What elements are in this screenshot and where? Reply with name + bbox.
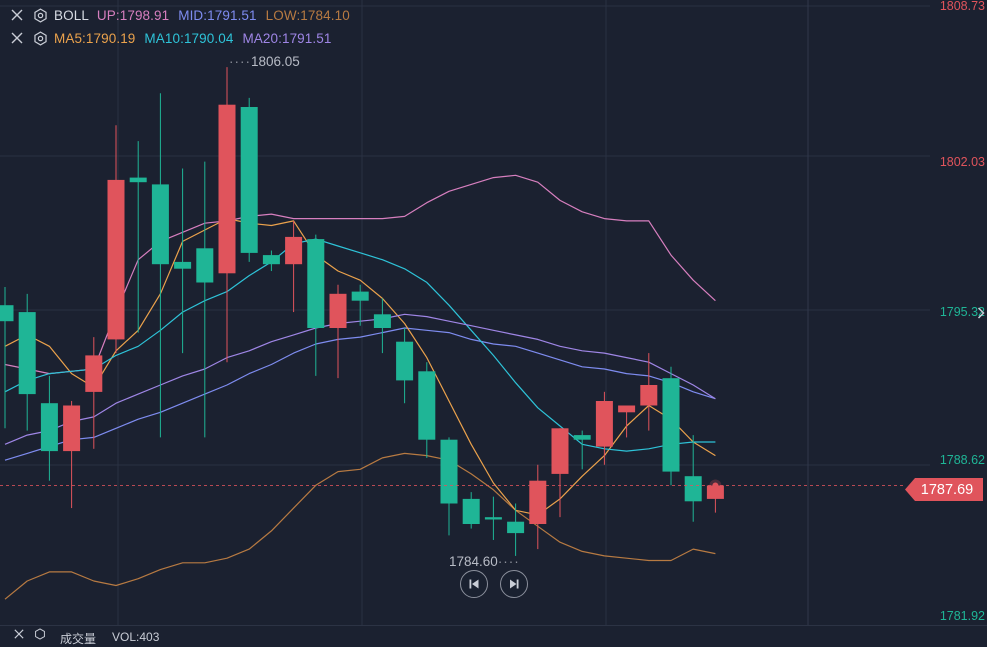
- candle-body: [484, 517, 502, 520]
- boll-indicator-name: BOLL: [54, 7, 89, 23]
- candle-body: [240, 107, 258, 253]
- candle-body: [684, 476, 702, 502]
- candle-body: [507, 521, 525, 534]
- candle-body: [85, 355, 103, 392]
- candle-body: [107, 179, 125, 340]
- candle-body: [129, 177, 147, 183]
- candle-body: [218, 104, 236, 274]
- candle-body: [662, 378, 680, 472]
- skip-back-icon: [468, 578, 480, 590]
- candle-body: [573, 435, 591, 440]
- settings-icon[interactable]: [34, 628, 46, 643]
- candle-body: [551, 428, 569, 474]
- series-line-mid: [4, 327, 716, 461]
- settings-icon[interactable]: [31, 6, 49, 24]
- candle-body: [307, 239, 325, 328]
- candle-body: [440, 439, 458, 504]
- candle-body: [18, 312, 36, 395]
- candle-body: [373, 314, 391, 328]
- series-line-ma5: [4, 218, 716, 516]
- candle-body: [618, 405, 636, 413]
- play-button[interactable]: [500, 570, 528, 598]
- volume-pane-header: 成交量 VOL:403: [0, 625, 987, 646]
- series-line-low: [4, 452, 716, 600]
- candle-body: [63, 405, 81, 452]
- close-icon[interactable]: [8, 29, 26, 47]
- candle-body: [329, 293, 347, 328]
- boll-mid-value: MID:1791.51: [178, 7, 257, 23]
- candle-body: [462, 498, 480, 524]
- series-line-ma10: [4, 238, 716, 452]
- current-price-tag: 1787.69: [905, 478, 983, 501]
- candle-body: [351, 291, 369, 301]
- volume-value: VOL:403: [112, 630, 160, 644]
- chevron-right-icon[interactable]: [975, 303, 987, 323]
- ma20-value: MA20:1791.51: [242, 30, 332, 46]
- candle-body: [529, 480, 547, 524]
- current-price-dot: [712, 482, 719, 489]
- candle-body: [262, 255, 280, 265]
- price-axis-label: 1795.32: [939, 305, 985, 319]
- candle-body: [396, 341, 414, 381]
- candle-body: [40, 403, 58, 452]
- candle-body: [418, 371, 436, 440]
- price-axis-label: 1788.62: [939, 453, 985, 467]
- low-price-text: 1784.60: [449, 554, 498, 569]
- close-icon[interactable]: [8, 6, 26, 24]
- candle-body: [285, 236, 303, 265]
- candle-body: [595, 401, 613, 447]
- candle-body: [196, 248, 214, 283]
- play-icon: [508, 578, 520, 590]
- high-price-text: 1806.05: [250, 54, 300, 69]
- candle-body: [174, 261, 192, 269]
- low-price-annotation: 1784.60····: [449, 554, 520, 569]
- boll-up-value: UP:1798.91: [96, 7, 170, 23]
- candle-body: [151, 184, 169, 265]
- ma-legend: MA5:1790.19 MA10:1790.04 MA20:1791.51: [8, 28, 340, 48]
- boll-legend: BOLL UP:1798.91 MID:1791.51 LOW:1784.10: [8, 5, 359, 25]
- ma5-value: MA5:1790.19: [54, 30, 136, 46]
- close-icon[interactable]: [14, 628, 24, 642]
- settings-icon[interactable]: [31, 29, 49, 47]
- price-axis-label: 1781.92: [939, 609, 985, 623]
- volume-label: 成交量: [60, 632, 97, 646]
- candle-body: [0, 305, 14, 322]
- candle-body: [640, 385, 658, 406]
- high-price-annotation: ····1806.05: [229, 54, 300, 69]
- current-price-glow: [709, 479, 722, 492]
- candle-body: [706, 485, 724, 499]
- skip-back-button[interactable]: [460, 570, 488, 598]
- price-axis-label: 1808.73: [939, 0, 985, 13]
- boll-low-value: LOW:1784.10: [265, 7, 350, 23]
- ma10-value: MA10:1790.04: [144, 30, 234, 46]
- price-axis-label: 1802.03: [939, 155, 985, 169]
